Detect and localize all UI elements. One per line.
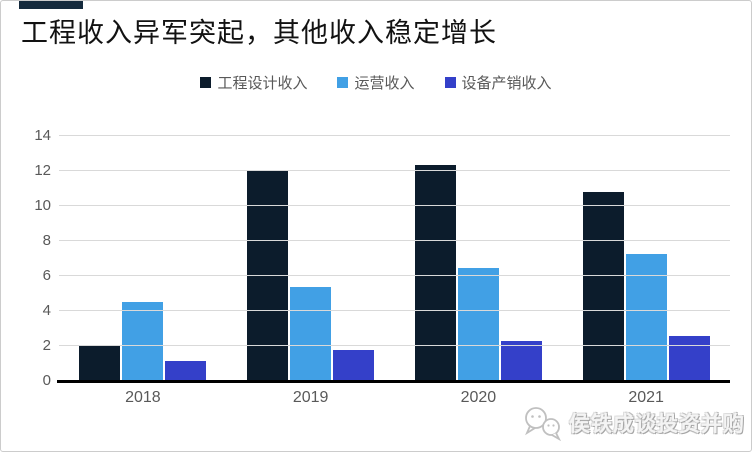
chart-legend: 工程设计收入 运营收入 设备产销收入: [1, 72, 751, 93]
watermark: 侯铁成谈投资并购: [522, 405, 745, 441]
bar-group-2018: [59, 136, 227, 381]
bar-operation-revenue-2020: [457, 268, 499, 381]
page-title: 工程收入异军突起，其他收入稳定增长: [21, 18, 497, 48]
bar-group-2020: [395, 136, 563, 381]
bar-equipment-sales-revenue-2021: [668, 335, 710, 381]
gridline-y-14: [59, 135, 730, 136]
bar-operation-revenue-2019: [290, 286, 332, 381]
gridline-y-6: [59, 275, 730, 276]
y-tick-4: 4: [42, 302, 51, 319]
bar-equipment-sales-revenue-2018: [165, 360, 207, 381]
legend-item-operation-revenue: 运营收入: [337, 72, 415, 93]
x-tick-2020: 2020: [460, 389, 497, 406]
legend-swatch-operation-revenue: [337, 77, 349, 88]
bar-chart: 0 2 4 6 8 10 12 14: [1, 128, 751, 389]
y-axis-labels: 0 2 4 6 8 10 12 14: [1, 128, 51, 389]
bar-engineering-design-revenue-2019: [247, 171, 289, 381]
gridline-y-12: [59, 170, 730, 171]
legend-item-equipment-sales-revenue: 设备产销收入: [444, 72, 552, 93]
gridline-y-10: [59, 205, 730, 206]
legend-label-engineering-design-revenue: 工程设计收入: [217, 75, 308, 92]
y-tick-6: 6: [42, 267, 51, 284]
y-tick-12: 12: [34, 162, 51, 179]
legend-swatch-equipment-sales-revenue: [444, 77, 456, 88]
title-accent-bar: [19, 1, 83, 9]
plot-area: [57, 135, 730, 383]
legend-label-equipment-sales-revenue: 设备产销收入: [461, 75, 552, 92]
bar-engineering-design-revenue-2020: [414, 164, 456, 381]
x-tick-2019: 2019: [292, 389, 329, 406]
legend-label-operation-revenue: 运营收入: [354, 75, 415, 92]
bar-equipment-sales-revenue-2020: [500, 340, 542, 381]
bar-engineering-design-revenue-2021: [582, 192, 624, 381]
y-tick-10: 10: [34, 197, 51, 214]
legend-swatch-engineering-design-revenue: [200, 77, 212, 88]
watermark-text: 侯铁成谈投资并购: [569, 413, 745, 436]
gridline-y-8: [59, 240, 730, 241]
gridline-y-4: [59, 310, 730, 311]
y-tick-8: 8: [42, 232, 51, 249]
y-tick-2: 2: [42, 337, 51, 354]
bar-operation-revenue-2021: [625, 254, 667, 381]
gridline-y-2: [59, 345, 730, 346]
y-tick-14: 14: [34, 127, 51, 144]
legend-item-engineering-design-revenue: 工程设计收入: [200, 72, 307, 93]
bar-equipment-sales-revenue-2019: [333, 349, 375, 381]
x-tick-2018: 2018: [125, 389, 161, 406]
bar-engineering-design-revenue-2018: [79, 346, 121, 381]
bar-group-2019: [227, 136, 395, 381]
chat-bubbles-icon: [525, 407, 562, 441]
x-axis-line: [57, 380, 730, 383]
x-axis-labels: 2018 2019 2020 2021: [59, 389, 730, 407]
y-tick-0: 0: [42, 372, 51, 389]
x-tick-2021: 2021: [628, 389, 664, 406]
bar-operation-revenue-2018: [122, 302, 164, 381]
